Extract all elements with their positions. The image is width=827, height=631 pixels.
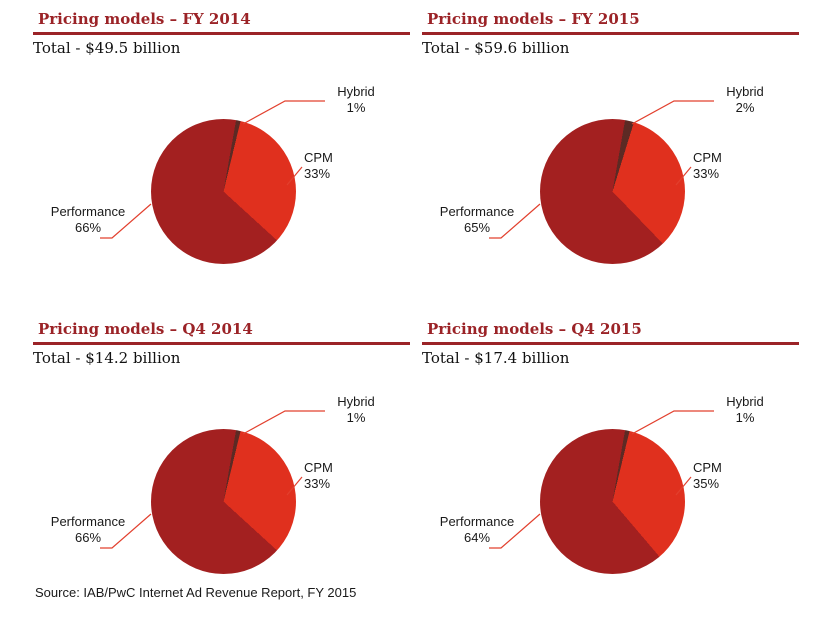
chart-title: Pricing models – Q4 2015 (427, 320, 642, 338)
slice-percent: 33% (304, 476, 331, 491)
slice-label-performance: Performance 66% (28, 514, 148, 546)
slice-name: Hybrid (337, 84, 375, 99)
slice-percent: 64% (463, 530, 491, 545)
slice-percent: 1% (735, 410, 755, 425)
chart-total-label: Total - $14.2 billion (33, 349, 181, 367)
slice-percent: 2% (735, 100, 755, 115)
chart-total-label: Total - $49.5 billion (33, 39, 181, 57)
title-underline (422, 32, 799, 35)
slice-name: CPM (693, 150, 722, 165)
chart-panel-fy2015: Pricing models – FY 2015 Total - $59.6 b… (389, 0, 827, 310)
chart-title: Pricing models – FY 2015 (427, 10, 640, 28)
chart-panel-fy2014: Pricing models – FY 2014 Total - $49.5 b… (0, 0, 438, 310)
slice-label-cpm: CPM 33% (304, 460, 333, 492)
pie-chart-fy2014 (151, 119, 296, 264)
slice-label-performance: Performance 65% (417, 204, 537, 236)
slice-label-cpm: CPM 33% (304, 150, 333, 182)
slice-name: Hybrid (726, 84, 764, 99)
title-underline (422, 342, 799, 345)
slice-label-hybrid: Hybrid 1% (685, 394, 805, 426)
slice-name: Hybrid (337, 394, 375, 409)
slice-percent: 33% (693, 166, 720, 181)
chart-total-label: Total - $59.6 billion (422, 39, 570, 57)
slice-percent: 1% (346, 100, 366, 115)
chart-title: Pricing models – FY 2014 (38, 10, 251, 28)
slice-name: Performance (439, 514, 515, 529)
chart-panel-q4-2015: Pricing models – Q4 2015 Total - $17.4 b… (389, 310, 827, 580)
source-note: Source: IAB/PwC Internet Ad Revenue Repo… (35, 585, 357, 600)
slice-name: CPM (304, 460, 333, 475)
slice-percent: 33% (304, 166, 331, 181)
slice-name: CPM (304, 150, 333, 165)
slice-name: Performance (50, 204, 126, 219)
slice-label-cpm: CPM 35% (693, 460, 722, 492)
slice-percent: 66% (74, 220, 102, 235)
slice-percent: 1% (346, 410, 366, 425)
slice-percent: 65% (463, 220, 491, 235)
chart-title: Pricing models – Q4 2014 (38, 320, 253, 338)
chart-panel-q4-2014: Pricing models – Q4 2014 Total - $14.2 b… (0, 310, 438, 580)
slice-name: Performance (439, 204, 515, 219)
slice-name: Performance (50, 514, 126, 529)
slice-label-performance: Performance 66% (28, 204, 148, 236)
title-underline (33, 342, 410, 345)
slice-label-hybrid: Hybrid 1% (296, 394, 416, 426)
chart-total-label: Total - $17.4 billion (422, 349, 570, 367)
slice-name: Hybrid (726, 394, 764, 409)
title-underline (33, 32, 410, 35)
pie-chart-q4-2015 (540, 429, 685, 574)
pie-chart-q4-2014 (151, 429, 296, 574)
slice-label-performance: Performance 64% (417, 514, 537, 546)
slice-label-hybrid: Hybrid 2% (685, 84, 805, 116)
slice-label-hybrid: Hybrid 1% (296, 84, 416, 116)
pie-chart-fy2015 (540, 119, 685, 264)
slice-name: CPM (693, 460, 722, 475)
slice-label-cpm: CPM 33% (693, 150, 722, 182)
slice-percent: 35% (693, 476, 720, 491)
slice-percent: 66% (74, 530, 102, 545)
